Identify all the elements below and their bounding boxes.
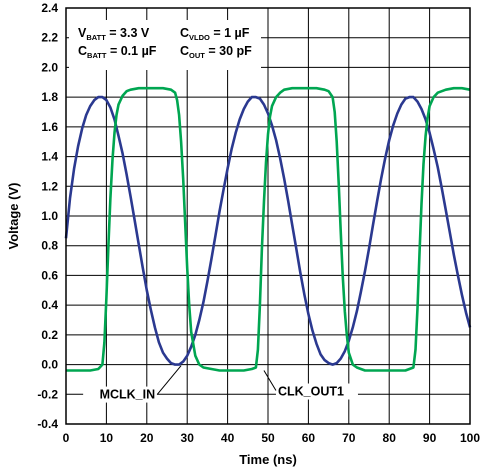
y-tick-label: 2.0 [41, 60, 58, 74]
y-tick-label: 0.4 [41, 298, 58, 312]
y-tick-label: 1.4 [41, 150, 58, 164]
mclk-in-leader-line [157, 366, 181, 395]
clk-out1-label: CLK_OUT1 [278, 385, 344, 399]
y-tick-label: 2.2 [41, 31, 58, 45]
y-tick-label: -0.2 [37, 387, 58, 401]
x-tick-label: 50 [261, 431, 275, 445]
x-tick-label: 10 [100, 431, 114, 445]
x-tick-label: 90 [423, 431, 437, 445]
y-tick-label: 0.2 [41, 328, 58, 342]
y-tick-label: 0.8 [41, 239, 58, 253]
y-tick-label: 2.4 [41, 1, 58, 15]
x-tick-label: 0 [63, 431, 70, 445]
clk-out1-leader-line [264, 371, 276, 391]
mclk-in-label: MCLK_IN [100, 388, 156, 402]
y-tick-label: 0.0 [41, 358, 58, 372]
y-tick-label: 0.6 [41, 268, 58, 282]
x-tick-label: 60 [302, 431, 316, 445]
y-tick-labels: -0.4 -0.2 0.0 0.2 0.4 0.6 0.8 1.0 1.2 1.4 1.6 1.8 2.… [37, 1, 58, 431]
y-tick-label: 1.2 [41, 179, 58, 193]
x-axis-label: Time (ns) [239, 452, 297, 467]
grid [66, 8, 470, 424]
x-tick-label: 40 [221, 431, 235, 445]
x-tick-label: 30 [181, 431, 195, 445]
parameter-annotation: VBATT = 3.3 V CVLDO = 1 µF CBATT = 0.1 µ… [69, 20, 261, 70]
x-tick-label: 100 [460, 431, 480, 445]
x-tick-label: 70 [342, 431, 356, 445]
y-tick-label: 1.6 [41, 120, 58, 134]
y-tick-label: 1.8 [41, 90, 58, 104]
x-tick-label: 20 [140, 431, 154, 445]
y-tick-label: -0.4 [37, 417, 58, 431]
y-axis-label: Voltage (V) [6, 183, 21, 250]
x-tick-label: 80 [383, 431, 397, 445]
x-tick-labels: 0 10 20 30 40 50 60 70 80 90 100 [63, 431, 481, 445]
y-tick-label: 1.0 [41, 209, 58, 223]
